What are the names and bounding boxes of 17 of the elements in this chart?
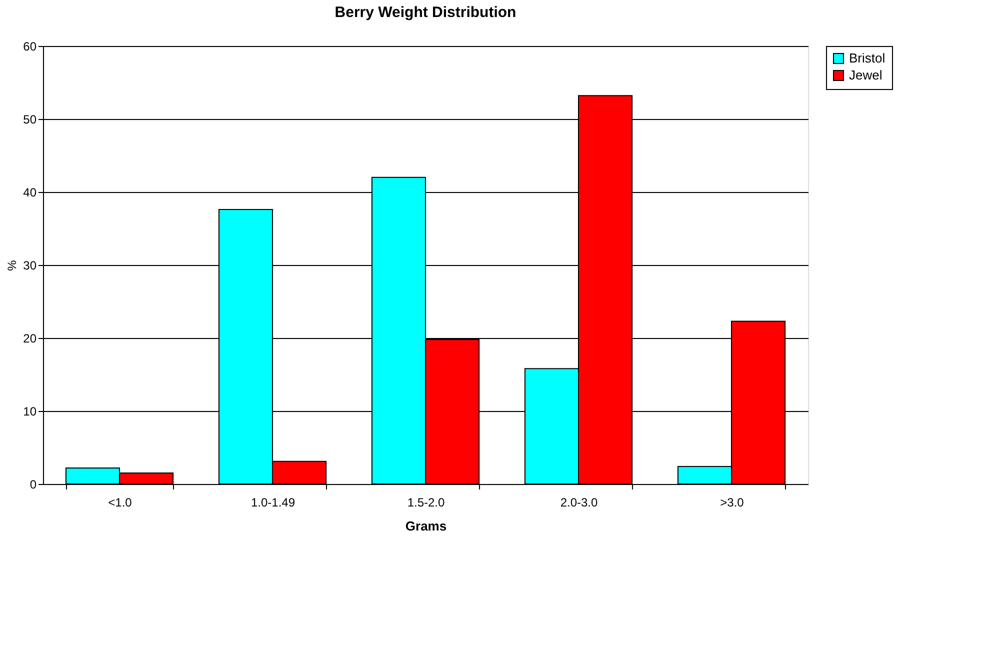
x-tick-label: 2.0-3.0 bbox=[560, 496, 598, 510]
x-tick-label: >3.0 bbox=[720, 496, 744, 510]
y-tick-label: 30 bbox=[23, 258, 37, 272]
x-axis-title: Grams bbox=[405, 518, 447, 534]
x-tick-label: 1.0-1.49 bbox=[250, 496, 296, 510]
y-tick-label: 60 bbox=[23, 40, 37, 54]
y-tick-label: 20 bbox=[23, 332, 37, 346]
chart-title: Berry Weight Distribution bbox=[334, 4, 516, 21]
y-tick-label: 0 bbox=[30, 478, 37, 492]
y-tick-label: 50 bbox=[23, 112, 37, 126]
y-tick-label: 40 bbox=[23, 186, 37, 200]
y-tick-label: 10 bbox=[23, 404, 37, 418]
x-tick-label: <1.0 bbox=[108, 496, 132, 510]
legend-label: Jewel bbox=[849, 68, 882, 82]
legend-label: Bristol bbox=[849, 50, 886, 66]
x-tick-label: 1.5-2.0 bbox=[407, 496, 446, 510]
y-axis-title: % bbox=[5, 260, 20, 271]
